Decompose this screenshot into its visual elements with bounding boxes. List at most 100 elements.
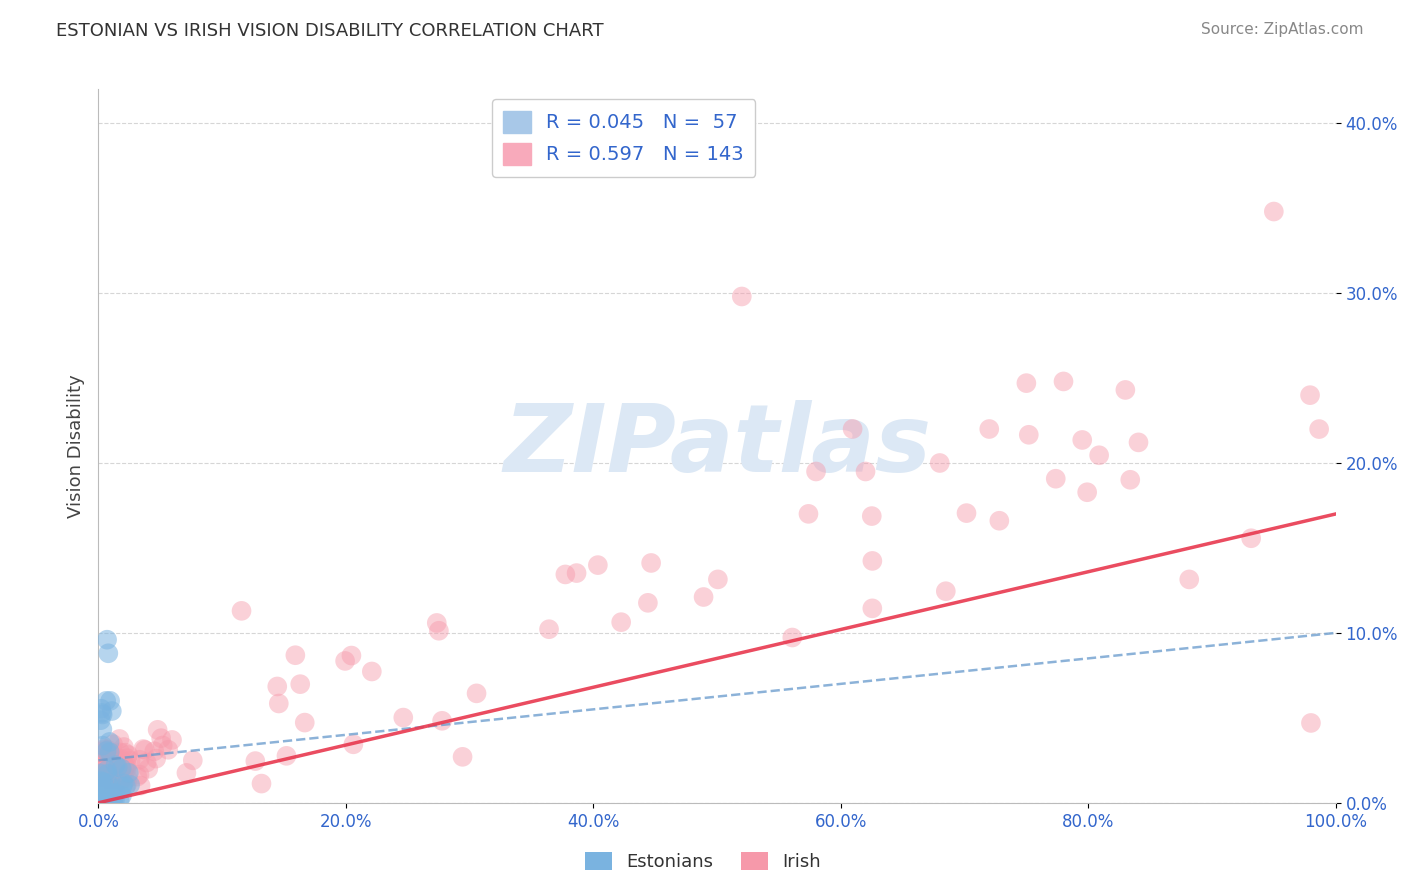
Point	[1128, 435, 1150, 450]
Point	[782, 631, 804, 645]
Point	[98, 751, 121, 765]
Point	[127, 770, 149, 784]
Text: ZIPatlas: ZIPatlas	[503, 400, 931, 492]
Point	[1299, 388, 1322, 402]
Point	[90, 768, 112, 782]
Point	[979, 422, 1001, 436]
Point	[91, 764, 114, 778]
Point	[1308, 422, 1330, 436]
Point	[290, 677, 312, 691]
Point	[707, 573, 730, 587]
Point	[860, 601, 883, 615]
Point	[96, 757, 118, 772]
Legend: Estonians, Irish: Estonians, Irish	[578, 845, 828, 879]
Point	[90, 774, 112, 789]
Point	[107, 760, 129, 774]
Point	[101, 787, 124, 801]
Point	[93, 794, 115, 808]
Point	[135, 756, 157, 770]
Point	[96, 757, 118, 772]
Point	[101, 704, 124, 718]
Point	[96, 694, 118, 708]
Point	[1240, 531, 1263, 545]
Point	[103, 789, 125, 804]
Point	[152, 739, 174, 753]
Point	[160, 733, 183, 747]
Point	[96, 755, 118, 769]
Point	[90, 785, 112, 799]
Point	[554, 567, 576, 582]
Point	[100, 746, 122, 760]
Point	[96, 744, 118, 758]
Point	[101, 737, 124, 751]
Point	[91, 707, 114, 722]
Point	[100, 770, 122, 784]
Point	[90, 787, 112, 801]
Point	[157, 743, 180, 757]
Point	[117, 772, 139, 786]
Point	[98, 735, 121, 749]
Point	[640, 556, 662, 570]
Point	[955, 506, 977, 520]
Point	[110, 746, 132, 760]
Point	[430, 714, 453, 728]
Point	[89, 789, 111, 803]
Point	[115, 758, 138, 772]
Point	[360, 665, 382, 679]
Point	[1119, 473, 1142, 487]
Point	[91, 723, 114, 737]
Point	[91, 772, 114, 787]
Point	[1018, 427, 1040, 442]
Point	[91, 784, 114, 798]
Point	[111, 780, 134, 794]
Point	[91, 706, 114, 720]
Point	[90, 756, 112, 770]
Point	[128, 767, 150, 781]
Point	[100, 764, 122, 778]
Point	[105, 756, 128, 771]
Point	[90, 769, 112, 783]
Point	[104, 793, 127, 807]
Point	[1071, 433, 1094, 447]
Point	[91, 792, 114, 806]
Point	[98, 694, 121, 708]
Point	[96, 754, 118, 768]
Point	[103, 762, 125, 776]
Point	[94, 765, 117, 780]
Point	[146, 723, 169, 737]
Point	[112, 739, 135, 754]
Point	[860, 554, 883, 568]
Point	[91, 784, 114, 798]
Point	[110, 774, 132, 789]
Point	[245, 754, 267, 768]
Point	[103, 779, 125, 793]
Point	[105, 757, 128, 772]
Point	[90, 789, 112, 803]
Point	[91, 769, 114, 783]
Point	[103, 793, 125, 807]
Point	[90, 786, 112, 800]
Point	[115, 751, 138, 765]
Point	[91, 789, 114, 803]
Point	[90, 780, 112, 794]
Point	[181, 753, 204, 767]
Point	[150, 731, 173, 746]
Point	[110, 752, 132, 766]
Point	[855, 465, 877, 479]
Point	[120, 754, 142, 768]
Point	[91, 782, 114, 797]
Point	[114, 760, 136, 774]
Point	[93, 777, 115, 791]
Point	[96, 632, 118, 647]
Point	[96, 756, 118, 770]
Point	[1178, 573, 1201, 587]
Point	[112, 767, 135, 781]
Point	[104, 762, 127, 776]
Point	[537, 622, 560, 636]
Point	[101, 750, 124, 764]
Point	[276, 748, 298, 763]
Point	[98, 761, 121, 775]
Point	[134, 743, 156, 757]
Point	[97, 794, 120, 808]
Point	[250, 776, 273, 790]
